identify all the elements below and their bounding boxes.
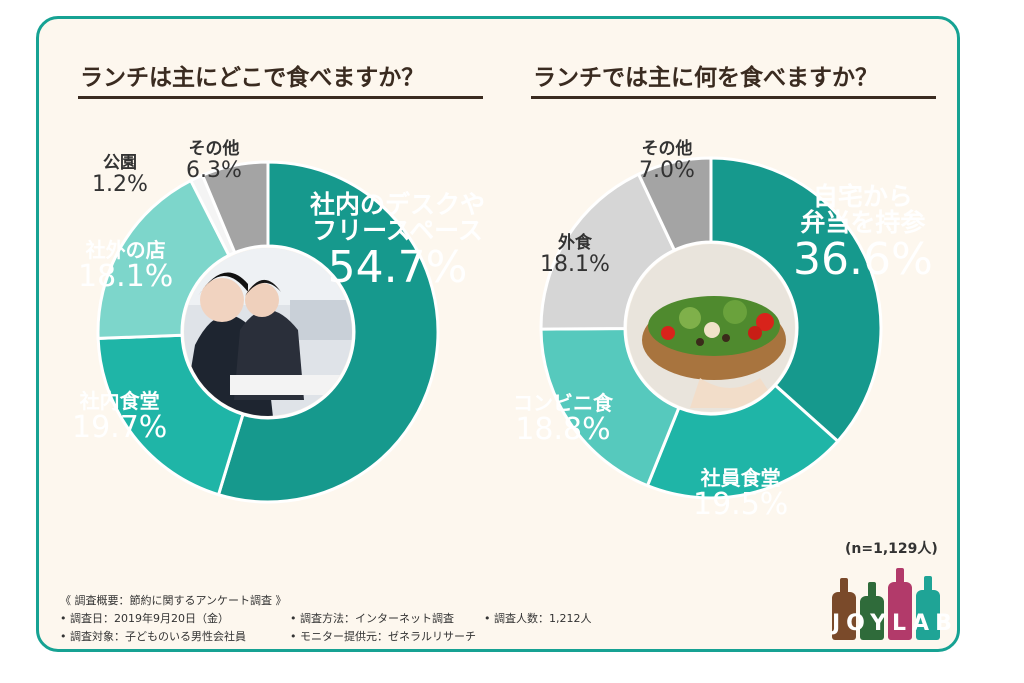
cafeteria-label: 社内食堂 19.7% (72, 391, 167, 444)
outside-shop-name: 社外の店 (85, 238, 166, 262)
left-other-label: その他 6.3% (186, 139, 242, 183)
left-donut-slice-5 (200, 160, 270, 255)
park-value: 1.2% (92, 171, 148, 197)
convenience-value: 18.8% (515, 412, 611, 447)
right-donut (539, 156, 883, 500)
bento-label: 自宅から 弁当を持参 36.6% (793, 182, 933, 285)
left-other-value: 6.3% (186, 157, 242, 183)
staff-cafeteria-name: 社員食堂 (700, 466, 781, 490)
survey-provider: • モニター提供元：ゼネラルリサーチ (290, 630, 476, 643)
bento-label-line2: 弁当を持参 (800, 208, 926, 238)
survey-count: • 調査人数：1,212人 (484, 612, 592, 625)
right-donut-slice-4 (539, 172, 677, 331)
left-other-name: その他 (188, 139, 240, 159)
staff-cafeteria-label: 社員食堂 19.5% (693, 468, 788, 521)
right-donut-slice-1 (709, 156, 883, 444)
right-other-name: その他 (641, 139, 693, 159)
right-question-title: ランチでは主に何を食べますか？ (533, 65, 878, 91)
survey-target: • 調査対象：子どものいる男性会社員 (60, 630, 246, 643)
left-question-title: ランチは主にどこで食べますか？ (80, 65, 425, 91)
convenience-label: コンビニ食 18.8% (513, 393, 613, 446)
right-donut-slice-3 (539, 327, 681, 488)
survey-method: • 調査方法：インターネット調査 (290, 612, 454, 625)
park-name: 公園 (102, 153, 137, 173)
eat-out-name: 外食 (557, 233, 592, 253)
desk-label: 社内のデスクや フリースペース 54.7% (310, 190, 486, 293)
right-other-value: 7.0% (639, 157, 695, 183)
right-donut-slice-5 (636, 156, 713, 253)
survey-overview: 《 調査概要：節約に関するアンケート調査 》 (60, 594, 287, 607)
survey-date: • 調査日：2019年9月20日（金） (60, 612, 229, 625)
bento-label-line1: 自宅から (812, 182, 913, 211)
cafeteria-name: 社内食堂 (79, 389, 160, 413)
cafeteria-value: 19.7% (72, 410, 168, 445)
left-donut-slice-1 (216, 160, 440, 504)
left-donut-slice-2 (96, 333, 245, 497)
eat-out-label: 外食 18.1% (540, 233, 610, 277)
convenience-name: コンビニ食 (513, 391, 613, 415)
outside-shop-value: 18.1% (78, 259, 174, 294)
desk-label-line1: 社内のデスクや (310, 190, 486, 219)
park-label: 公園 1.2% (92, 153, 148, 197)
left-donut-slice-3 (96, 178, 231, 340)
eat-out-value: 18.1% (540, 251, 610, 277)
outside-shop-label: 社外の店 18.1% (78, 240, 173, 293)
left-donut (96, 160, 440, 504)
sample-size: (n=1,129人) (845, 541, 938, 557)
office-workers-photo (184, 248, 352, 416)
salad-bowl-photo (627, 244, 795, 412)
left-title-underline (78, 96, 483, 99)
desk-value: 54.7% (327, 241, 468, 293)
right-donut-slice-2 (645, 383, 840, 500)
joylab-logo: JOYLAB (828, 566, 952, 646)
desk-label-line2: フリースペース (312, 216, 483, 246)
right-title-underline (531, 96, 936, 99)
logo-wordmark: JOYLAB (832, 611, 958, 636)
right-other-label: その他 7.0% (639, 139, 695, 183)
staff-cafeteria-value: 19.5% (693, 487, 789, 522)
bento-value: 36.6% (793, 233, 933, 285)
